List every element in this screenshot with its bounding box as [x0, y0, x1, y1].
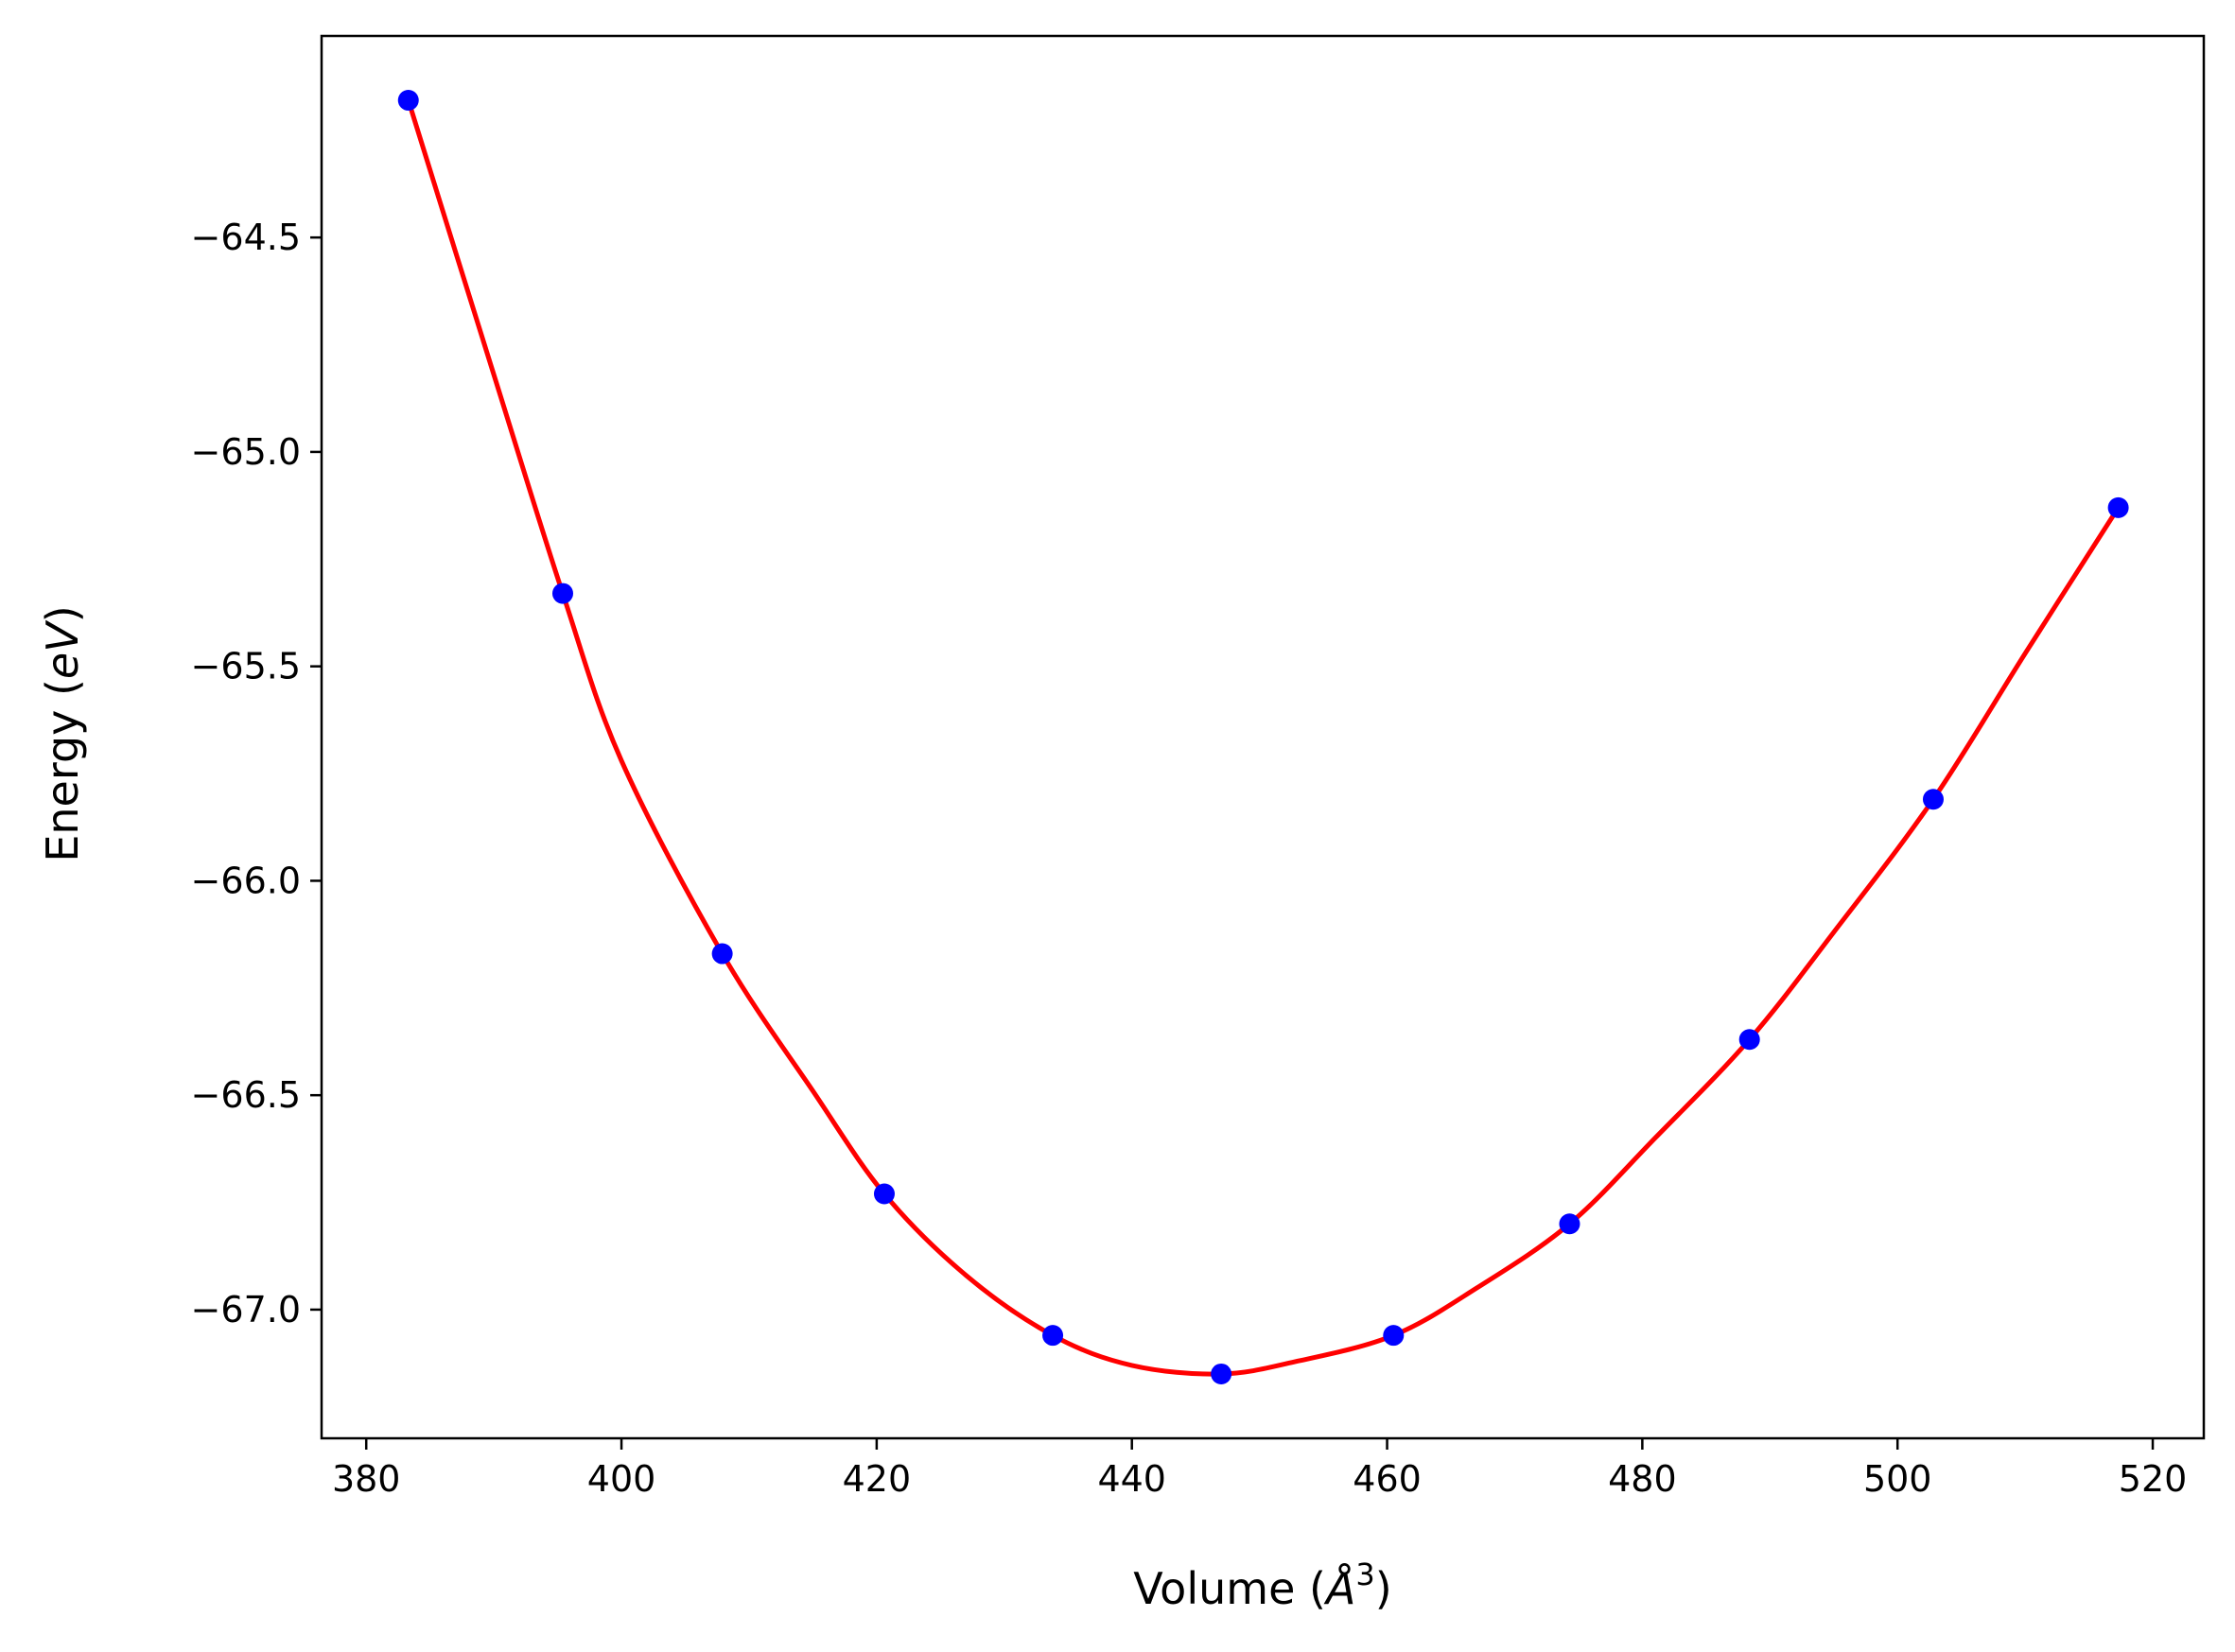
data-point [1922, 789, 1944, 810]
x-tick-label: 460 [1353, 1458, 1422, 1500]
y-axis-label-unit: eV [37, 619, 88, 679]
x-tick-label: 440 [1097, 1458, 1166, 1500]
y-tick-label: −66.0 [191, 860, 301, 901]
data-point [2107, 496, 2129, 518]
x-axis-label-close: ) [1375, 1563, 1392, 1614]
data-point [1738, 1029, 1760, 1051]
y-tick-label: −66.5 [191, 1074, 301, 1116]
data-point [1211, 1363, 1232, 1384]
y-axis: −64.5 −65.0 −65.5 −66.0 −66.5 −67.0 [191, 217, 322, 1330]
data-point [711, 943, 733, 965]
y-tick-label: −65.0 [191, 431, 301, 473]
x-tick-label: 500 [1863, 1458, 1932, 1500]
x-axis-label-text: Volume ( [1133, 1563, 1326, 1614]
data-point [1383, 1325, 1405, 1347]
x-axis-label: Volume (Å3) [1133, 1556, 1391, 1614]
data-point [551, 583, 573, 604]
y-tick-label: −67.0 [191, 1289, 301, 1330]
data-point [873, 1183, 895, 1205]
y-axis-label-text: Energy ( [37, 679, 88, 862]
y-tick-label: −65.5 [191, 646, 301, 687]
fit-curve [406, 99, 2121, 1377]
plot-frame [320, 34, 2206, 1440]
x-tick-label: 380 [332, 1458, 401, 1500]
y-tick-label: −64.5 [191, 217, 301, 258]
y-axis-label: Energy (eV) [37, 605, 88, 861]
x-tick-label: 420 [843, 1458, 912, 1500]
x-tick-label: 400 [587, 1458, 656, 1500]
x-axis-label-exponent: 3 [1355, 1556, 1374, 1592]
x-tick-label: 480 [1608, 1458, 1677, 1500]
y-axis-label-close: ) [37, 605, 88, 622]
data-point [1559, 1213, 1580, 1235]
plot-layer [397, 90, 2129, 1384]
x-axis-label-symbol: Å [1323, 1563, 1355, 1614]
data-point [1042, 1325, 1064, 1347]
x-tick-label: 520 [2119, 1458, 2188, 1500]
data-point [397, 90, 419, 112]
x-axis: 380 400 420 440 460 480 500 520 [332, 1438, 2187, 1500]
